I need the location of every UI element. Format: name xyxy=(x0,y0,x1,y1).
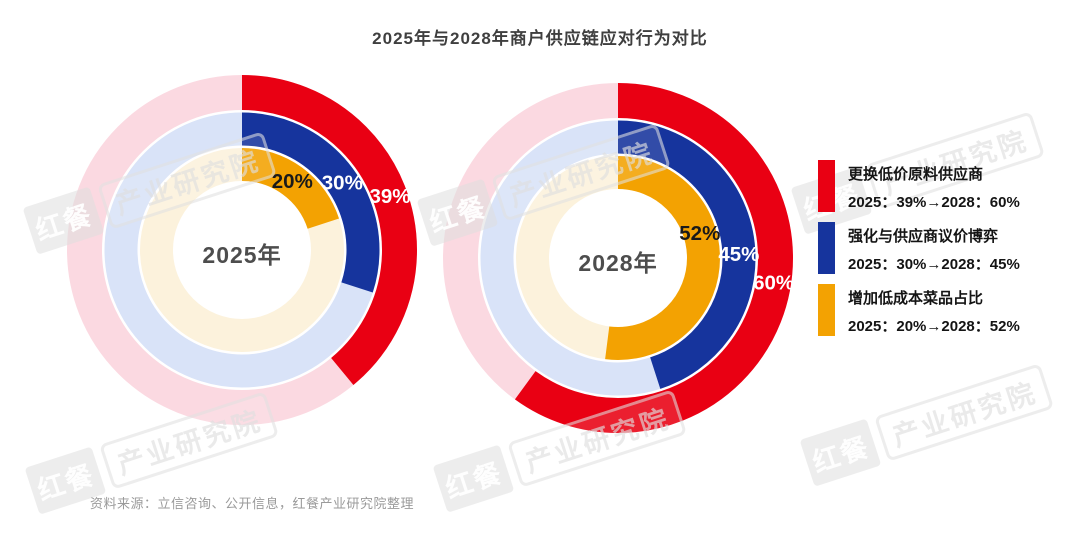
ring-arc-orange xyxy=(140,148,344,352)
ring-arc-red xyxy=(67,75,417,425)
watermark-institute: 产业研究院 xyxy=(874,363,1055,462)
legend-values: 2025：30%→2028：45% xyxy=(848,256,1020,273)
donut-chart-2028: 60% 45% 52% 2028年 xyxy=(438,78,798,438)
ring-arc-orange xyxy=(516,156,720,360)
donut-center-hole xyxy=(174,182,310,318)
ring-value-label: 20% xyxy=(272,170,313,193)
ring-value-label: 60% xyxy=(753,272,794,295)
ring-value-label: 45% xyxy=(718,243,759,266)
legend-swatch-orange xyxy=(818,284,835,336)
legend-values: 2025：39%→2028：60% xyxy=(848,194,1020,211)
donut-rings: 39% 30% 20% xyxy=(67,75,417,425)
legend-values: 2025：20%→2028：52% xyxy=(848,318,1020,335)
donut-rings: 60% 45%52% xyxy=(443,83,794,433)
donut-center-hole xyxy=(550,190,686,326)
legend-item-bargaining: 强化与供应商议价博弈 2025：30%→2028：45% xyxy=(818,222,1020,274)
watermark-stamp: 红餐 产业研究院 xyxy=(799,362,1055,487)
ring-value-label: 52% xyxy=(679,222,720,245)
ring-arc-blue xyxy=(104,112,380,388)
legend-swatch-red xyxy=(818,160,835,212)
legend-label: 强化与供应商议价博弈 xyxy=(848,228,999,245)
legend-item-low-cost-dishes: 增加低成本菜品占比 2025：20%→2028：52% xyxy=(818,284,1020,336)
legend-swatch-blue xyxy=(818,222,835,274)
legend-item-supplier-switch: 更换低价原料供应商 2025：39%→2028：60% xyxy=(818,160,1020,212)
donut-center-label-2028: 2028年 xyxy=(578,250,658,276)
donut-center-label-2025: 2025年 xyxy=(202,242,282,268)
ring-arc-blue xyxy=(480,120,756,396)
chart-title: 2025年与2028年商户供应链应对行为对比 xyxy=(372,29,708,48)
watermark-brand: 红餐 xyxy=(799,418,882,487)
legend-label: 更换低价原料供应商 xyxy=(848,166,984,183)
source-note: 资料来源：立信咨询、公开信息，红餐产业研究院整理 xyxy=(90,496,415,511)
ring-arc-red xyxy=(443,83,793,433)
watermark-brand: 红餐 xyxy=(432,444,515,513)
legend-label: 增加低成本菜品占比 xyxy=(848,290,984,307)
legend: 更换低价原料供应商 2025：39%→2028：60% 强化与供应商议价博弈 2… xyxy=(818,160,1020,346)
ring-value-label: 30% xyxy=(322,171,363,194)
donut-chart-2025: 39% 30% 20% 2025年 xyxy=(62,70,422,430)
ring-value-label: 39% xyxy=(369,185,410,208)
